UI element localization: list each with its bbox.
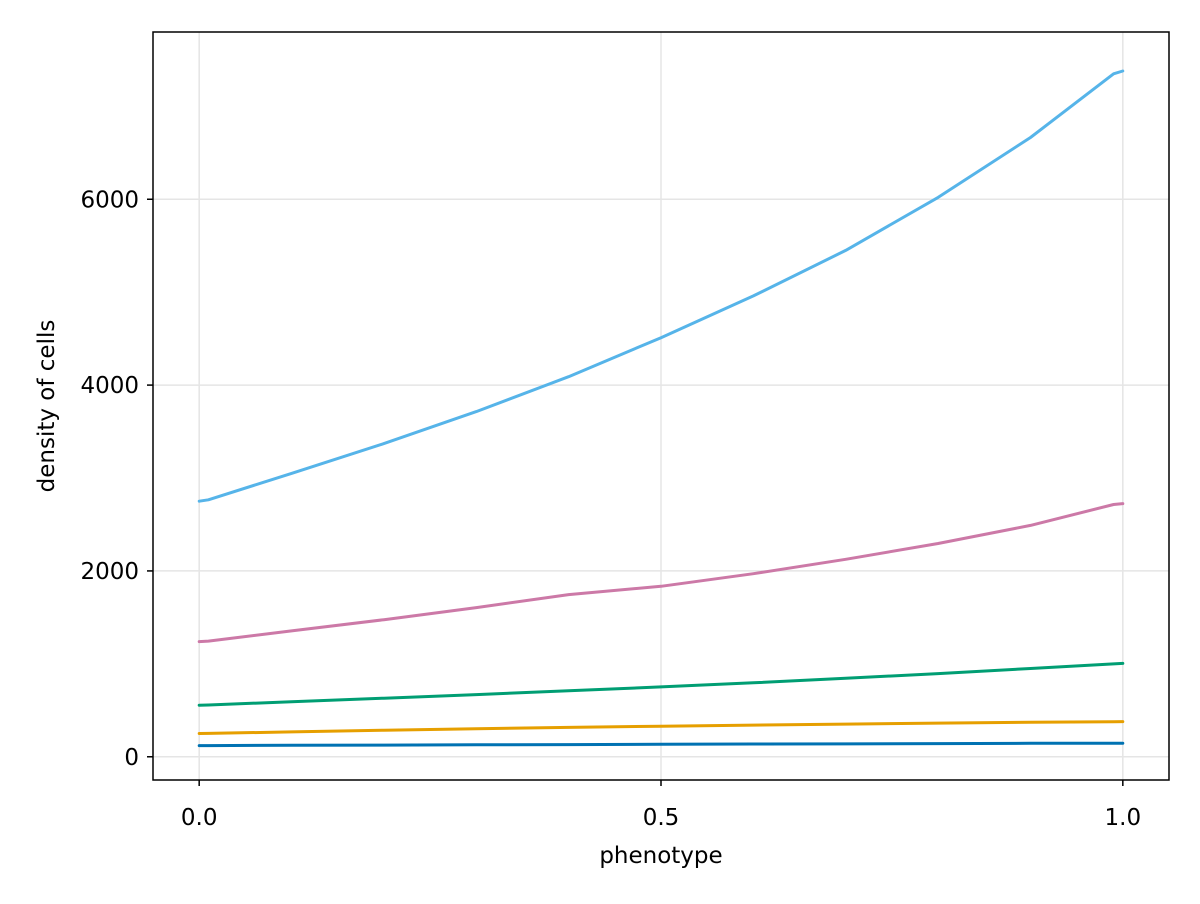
series-line-1 [197,741,1125,748]
x-tick-label: 0.0 [181,805,218,831]
y-axis-label: density of cells [34,320,60,493]
y-tick-label: 2000 [80,559,139,585]
series-line-4 [197,502,1125,644]
x-axis-ticks: 0.0 0.5 1.0 [181,780,1141,831]
y-tick-label: 6000 [80,187,139,213]
x-tick-label: 0.5 [643,805,680,831]
y-tick-label: 4000 [80,373,139,399]
series-line-5 [197,69,1125,503]
x-tick-label: 1.0 [1105,805,1142,831]
series-line-3 [197,661,1125,707]
x-axis-label: phenotype [599,843,722,869]
y-tick-label: 0 [124,745,139,771]
y-axis-ticks: 0 2000 4000 6000 [80,187,153,771]
series-line-2 [197,720,1125,735]
gridlines [153,32,1169,780]
series-group [197,69,1125,748]
